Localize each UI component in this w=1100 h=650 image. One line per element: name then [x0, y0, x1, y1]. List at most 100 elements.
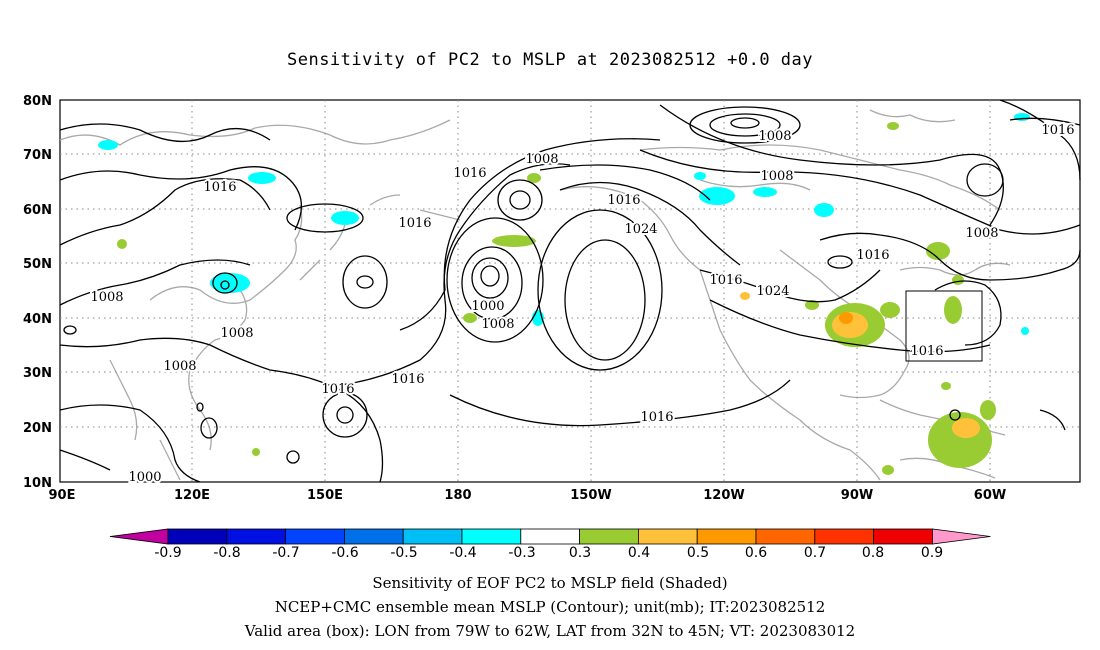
lon-label: 180	[444, 488, 471, 503]
contour-label: 1008	[525, 152, 558, 167]
colorbar-swatch	[402, 528, 463, 545]
contour-label: 1024	[624, 222, 657, 237]
shade-cyan-patch	[694, 172, 706, 180]
colorbar-swatch	[343, 528, 404, 545]
shade-green-patch	[980, 400, 996, 420]
contour-label: 1016	[607, 193, 640, 208]
colorbar-label: 0.4	[628, 545, 650, 561]
map-title: Sensitivity of PC2 to MSLP at 2023082512…	[286, 50, 813, 70]
contour-label: 1008	[481, 317, 514, 332]
contour-label: 1016	[453, 166, 486, 181]
contour-label: 1016	[391, 372, 424, 387]
shade-green-patch	[887, 122, 899, 130]
shade-green-patch	[952, 275, 964, 285]
shade-yellow-patch	[740, 292, 750, 300]
colorbar-label: 0.6	[745, 545, 767, 561]
colorbar-swatch	[285, 528, 345, 545]
shade-cyan-patch	[1014, 113, 1030, 121]
contour-label: 1016	[709, 273, 742, 288]
lon-label: 60W	[974, 488, 1006, 503]
colorbar-swatch	[755, 528, 816, 545]
shade-green-patch	[880, 302, 900, 318]
lon-label: 150W	[570, 488, 611, 503]
lat-label: 20N	[23, 421, 52, 436]
contour-label: 1016	[321, 382, 354, 397]
shade-green-patch	[941, 382, 951, 390]
lon-label: 120E	[174, 488, 210, 503]
lat-label: 10N	[23, 476, 52, 491]
lat-label: 80N	[23, 94, 52, 109]
shade-green-patch	[252, 448, 260, 456]
lon-label: 90W	[841, 488, 873, 503]
contour-label: 1000	[128, 470, 161, 485]
shade-green-patch	[944, 296, 962, 324]
shade-cyan-patch	[210, 273, 250, 293]
shade-cyan-patch	[1021, 327, 1029, 335]
colorbar-swatch	[873, 528, 933, 545]
shade-cyan-patch	[98, 140, 118, 150]
colorbar-swatch	[638, 528, 698, 545]
shade-orange-patch	[839, 312, 853, 324]
contour-label: 1024	[756, 284, 789, 299]
contour-label: 1000	[471, 299, 504, 314]
contour-label: 1016	[203, 180, 236, 195]
colorbar-swatch	[814, 528, 874, 545]
colorbar-label: -0.7	[272, 545, 299, 561]
colorbar-label: 0.5	[687, 545, 709, 561]
contour-label: 1008	[163, 359, 196, 374]
colorbar-label: -0.8	[213, 545, 240, 561]
lon-label: 120W	[703, 488, 744, 503]
contour-label: 1016	[640, 410, 673, 425]
shade-cyan-patch	[331, 211, 359, 225]
valid-area-box	[905, 290, 983, 362]
lat-label: 50N	[23, 257, 52, 272]
shade-green-patch	[805, 300, 819, 310]
contour-label: 1008	[90, 290, 123, 305]
shade-green-patch	[463, 313, 477, 323]
colorbar-swatch	[461, 528, 522, 545]
contour-label: 1016	[1041, 123, 1074, 138]
colorbar-end-low	[109, 528, 169, 545]
shade-green-patch	[882, 465, 894, 475]
mslp-contours	[59, 99, 1081, 483]
colorbar-swatch	[696, 528, 757, 545]
shade-green-patch	[117, 239, 127, 249]
lon-label: 90E	[49, 488, 76, 503]
colorbar-label: 0.9	[921, 545, 943, 561]
caption-line-3: Valid area (box): LON from 79W to 62W, L…	[244, 622, 856, 640]
colorbar-label: 0.7	[804, 545, 826, 561]
contour-label: 1016	[856, 248, 889, 263]
shade-cyan-patch	[814, 203, 834, 217]
contour-label: 1008	[758, 129, 791, 144]
lat-label: 30N	[23, 366, 52, 381]
colorbar-end-high	[932, 528, 991, 545]
colorbar-label: 0.3	[569, 545, 591, 561]
contour-label: 1008	[220, 326, 253, 341]
colorbar-swatch	[167, 528, 228, 545]
lon-label: 150E	[307, 488, 343, 503]
contour-label: 1008	[965, 226, 998, 241]
caption-line-1: Sensitivity of EOF PC2 to MSLP field (Sh…	[372, 574, 728, 592]
colorbar	[109, 528, 991, 545]
colorbar-label: -0.4	[449, 545, 476, 561]
shade-cyan-patch	[248, 172, 276, 184]
shade-yellow-patch	[952, 418, 980, 438]
colorbar-label: -0.3	[508, 545, 535, 561]
shade-cyan-patch	[699, 187, 735, 205]
colorbar-label: -0.6	[331, 545, 358, 561]
valid-box-label: 1016	[910, 344, 943, 359]
colorbar-label: -0.9	[154, 545, 181, 561]
shade-green-patch	[926, 242, 950, 260]
colorbar-label: 0.8	[862, 545, 884, 561]
shade-cyan-patch	[753, 187, 777, 197]
contour-label: 1016	[398, 216, 431, 231]
colorbar-labels: -0.9 -0.8 -0.7 -0.6 -0.5 -0.4 -0.3 0.3 0…	[154, 545, 943, 561]
colorbar-swatch	[520, 528, 580, 545]
colorbar-swatch	[226, 528, 287, 545]
lat-label: 60N	[23, 203, 52, 218]
contour-label: 1008	[760, 169, 793, 184]
caption-line-2: NCEP+CMC ensemble mean MSLP (Contour); u…	[274, 598, 826, 616]
lat-label: 40N	[23, 312, 52, 327]
shade-green-patch	[527, 173, 541, 183]
